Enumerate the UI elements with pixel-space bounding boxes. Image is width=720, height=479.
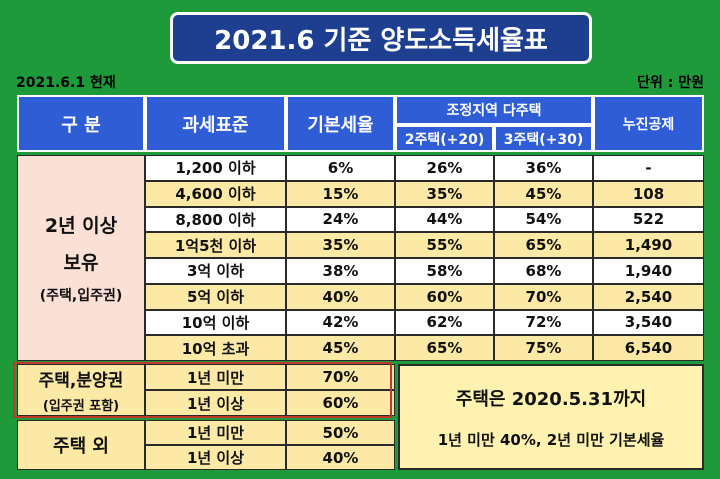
two-house-rate-cell: 58%: [395, 258, 494, 284]
presale-line1: 주택,분양권: [38, 371, 124, 391]
header-three-house: 3주택(+30): [494, 125, 593, 152]
holding-line1: 2년 이상: [44, 215, 118, 237]
tax-base-cell: 8,800 이하: [145, 206, 286, 233]
three-house-rate-cell: 36%: [494, 155, 593, 181]
two-house-rate-cell: 60%: [395, 283, 494, 310]
presale-group-label: 주택,분양권 (입주권 포함): [17, 364, 145, 416]
note-box: 주택은 2020.5.31까지 1년 미만 40%, 2년 미만 기본세율: [398, 364, 704, 470]
holding-group-label: 2년 이상 보유 (주택,입주권): [17, 155, 145, 361]
presale-line2: (입주권 포함): [42, 399, 120, 414]
two-house-rate-cell: 62%: [395, 309, 494, 336]
holding-line3: (주택,입주권): [39, 288, 123, 304]
presale-rate: 70%: [286, 364, 395, 390]
tax-base-cell: 5억 이하: [145, 283, 286, 310]
two-house-rate-cell: 26%: [395, 155, 494, 181]
three-house-rate-cell: 68%: [494, 258, 593, 284]
deduction-cell: 6,540: [593, 335, 704, 361]
deduction-cell: 1,940: [593, 258, 704, 284]
deduction-cell: 1,490: [593, 232, 704, 258]
presale-period: 1년 미만: [145, 364, 286, 390]
note-line2: 1년 미만 40%, 2년 미만 기본세율: [437, 430, 665, 449]
deduction-cell: 522: [593, 206, 704, 233]
two-house-rate-cell: 55%: [395, 232, 494, 258]
two-house-rate-cell: 65%: [395, 335, 494, 361]
three-house-rate-cell: 75%: [494, 335, 593, 361]
page-title: 2021.6 기준 양도소득세율표: [170, 12, 592, 64]
presale-period: 1년 이상: [145, 390, 286, 416]
basic-rate-cell: 40%: [286, 283, 395, 310]
basic-rate-cell: 42%: [286, 309, 395, 336]
holding-line2: 보유: [63, 252, 99, 274]
header-deduction: 누진공제: [593, 95, 704, 152]
other-period: 1년 이상: [145, 445, 286, 470]
deduction-cell: 108: [593, 180, 704, 207]
tax-base-cell: 3억 이하: [145, 258, 286, 284]
deduction-cell: 2,540: [593, 283, 704, 310]
presale-highlight-box: [13, 362, 392, 418]
two-house-rate-cell: 44%: [395, 206, 494, 233]
deduction-cell: 3,540: [593, 309, 704, 336]
header-two-house: 2주택(+20): [395, 125, 494, 152]
two-house-rate-cell: 35%: [395, 180, 494, 207]
other-rate: 40%: [286, 445, 395, 470]
header-category: 구 분: [17, 95, 145, 152]
three-house-rate-cell: 54%: [494, 206, 593, 233]
basic-rate-cell: 38%: [286, 258, 395, 284]
unit-note: 단위 : 만원: [637, 75, 704, 91]
tax-base-cell: 10억 이하: [145, 309, 286, 336]
basic-rate-cell: 6%: [286, 155, 395, 181]
date-note: 2021.6.1 현재: [16, 75, 116, 91]
three-house-rate-cell: 70%: [494, 283, 593, 310]
tax-base-cell: 10억 초과: [145, 335, 286, 361]
header-basic-rate: 기본세율: [286, 95, 395, 152]
header-adjusted-area: 조정지역 다주택: [395, 95, 593, 125]
three-house-rate-cell: 72%: [494, 309, 593, 336]
tax-base-cell: 1억5천 이하: [145, 232, 286, 258]
basic-rate-cell: 24%: [286, 206, 395, 233]
tax-base-cell: 1,200 이하: [145, 155, 286, 181]
header-tax-base: 과세표준: [145, 95, 286, 152]
three-house-rate-cell: 65%: [494, 232, 593, 258]
tax-base-cell: 4,600 이하: [145, 180, 286, 207]
presale-rate: 60%: [286, 390, 395, 416]
basic-rate-cell: 15%: [286, 180, 395, 207]
note-line1: 주택은 2020.5.31까지: [455, 388, 647, 410]
other-rate: 50%: [286, 420, 395, 445]
basic-rate-cell: 35%: [286, 232, 395, 258]
deduction-cell: -: [593, 155, 704, 181]
other-period: 1년 미만: [145, 420, 286, 445]
three-house-rate-cell: 45%: [494, 180, 593, 207]
other-group-label: 주택 외: [17, 420, 145, 470]
basic-rate-cell: 45%: [286, 335, 395, 361]
